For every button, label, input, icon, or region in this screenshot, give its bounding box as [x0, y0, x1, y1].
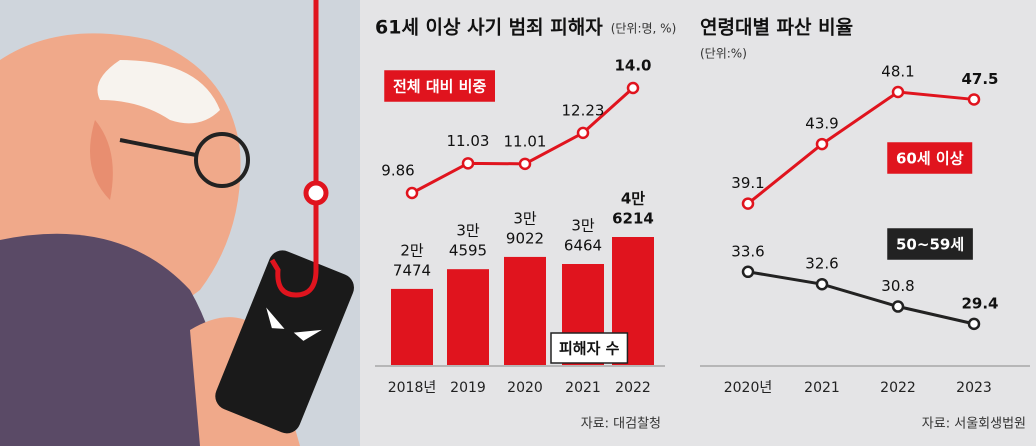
- chart-title: 61세 이상 사기 범죄 피해자: [375, 17, 603, 39]
- x-tick-label: 2020: [507, 380, 543, 396]
- data-line: [747, 90, 975, 205]
- data-point: [891, 300, 905, 313]
- line-value-label: 29.4: [961, 294, 998, 312]
- legend-label: 피해자 수: [559, 340, 620, 358]
- bar-value-label: 4만: [621, 190, 645, 208]
- legend-box: [384, 70, 495, 102]
- x-tick-label: 2021: [804, 380, 840, 396]
- bar-value-label: 7474: [393, 261, 431, 279]
- line-value-label: 33.6: [731, 242, 764, 260]
- line-value-label: 12.23: [562, 101, 605, 119]
- hair: [97, 60, 220, 124]
- x-tick-label: 2019: [450, 380, 486, 396]
- data-point: [405, 186, 419, 200]
- legend-box: [887, 228, 973, 260]
- legend-item: 전체 대비 비중: [384, 70, 495, 102]
- ear: [90, 120, 113, 200]
- legend-item: 피해자 수: [550, 332, 629, 364]
- bar-value-label: 3만: [456, 222, 480, 240]
- glasses-arm: [119, 138, 197, 157]
- data-line: [747, 270, 975, 326]
- glasses: [194, 132, 250, 188]
- data-point: [626, 81, 640, 95]
- data-point: [576, 126, 590, 140]
- legend-item: 50~59세: [887, 228, 973, 260]
- body: [0, 233, 222, 446]
- line-value-label: 47.5: [961, 70, 998, 88]
- data-point: [967, 317, 981, 331]
- line-value-label: 43.9: [805, 115, 838, 133]
- line-value-label: 9.86: [381, 162, 414, 180]
- chart-subtitle: (단위:명, %): [611, 22, 677, 36]
- x-tick-label: 2020년: [724, 380, 773, 396]
- data-point: [741, 265, 755, 279]
- bar-value-label: 9022: [506, 229, 544, 247]
- line-value-label: 39.1: [731, 174, 764, 192]
- data-point: [891, 85, 905, 99]
- line-value-label: 11.03: [447, 132, 490, 150]
- data-point: [741, 197, 755, 210]
- bar-value-label: 3만: [513, 209, 537, 227]
- phone: [215, 250, 354, 434]
- phone-body: [215, 250, 354, 434]
- illustration: [0, 0, 360, 446]
- line-value-label: 32.6: [805, 255, 838, 273]
- bar: [391, 288, 433, 365]
- source: 자료: 대검찰청: [581, 417, 661, 432]
- legend-box: [550, 332, 629, 364]
- line-value-label: 14.0: [614, 57, 651, 75]
- legend-label: 60세 이상: [896, 150, 964, 168]
- chart-subtitle: (단위:%): [700, 47, 747, 61]
- x-tick-label: 2021: [565, 380, 601, 396]
- data-point: [461, 157, 475, 170]
- bar-value-label: 4595: [449, 242, 487, 260]
- bar: [504, 256, 546, 365]
- bar-value-label: 3만: [571, 217, 595, 235]
- legend-label: 50~59세: [896, 236, 964, 254]
- line-value-label: 30.8: [881, 277, 914, 295]
- legend-label: 전체 대비 비중: [393, 78, 486, 96]
- bar-value-label: 2만: [400, 241, 424, 259]
- line-value-label: 48.1: [881, 63, 914, 81]
- x-tick-label: 2023: [956, 380, 992, 396]
- data-point: [815, 277, 829, 291]
- data-point: [967, 93, 981, 106]
- hook: [269, 258, 319, 298]
- hook-ring: [303, 180, 329, 206]
- evil-eyes: [266, 307, 322, 341]
- data-point: [815, 137, 829, 151]
- data-point: [518, 157, 532, 171]
- source: 자료: 서울회생법원: [922, 417, 1026, 432]
- bar: [447, 269, 489, 365]
- bar-value-label: 6464: [564, 237, 602, 255]
- x-tick-label: 2022: [615, 380, 651, 396]
- chart-title: 연령대별 파산 비율: [700, 17, 853, 39]
- x-tick-label: 2022: [880, 380, 916, 396]
- legend-box: [887, 142, 973, 174]
- legend-item: 60세 이상: [887, 142, 973, 174]
- line-value-label: 11.01: [504, 132, 547, 150]
- bar-value-label: 6214: [612, 210, 654, 228]
- x-tick-label: 2018년: [388, 380, 437, 396]
